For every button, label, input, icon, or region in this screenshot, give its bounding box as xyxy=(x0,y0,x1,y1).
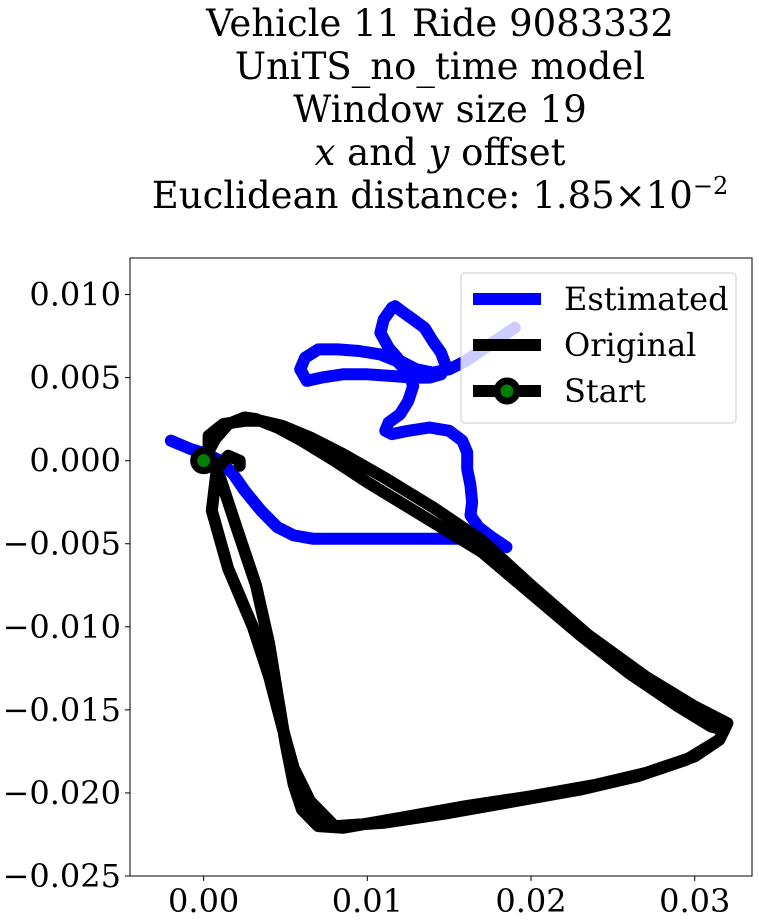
series-line-original xyxy=(197,411,734,834)
series-line-estimated xyxy=(164,300,521,554)
ticks-layer: 0.00 0.01 0.02 0.03 0.010 0.005 0.000 −0.005 −0.… xyxy=(3,276,731,920)
title-offset-word: offset xyxy=(449,131,566,174)
title-line-distance: Euclidean distance: 1.85×10−2 xyxy=(80,174,759,217)
y-tick-label: −0.015 xyxy=(3,691,121,729)
start-marker xyxy=(190,447,218,475)
title-line-1: Vehicle 11 Ride 9083332 xyxy=(206,2,674,45)
title-line-3: Window size 19 xyxy=(293,88,587,131)
y-tick-label: −0.025 xyxy=(3,857,121,895)
series-layer xyxy=(164,300,734,834)
legend-label-original: Original xyxy=(564,326,696,364)
legend-label-estimated: Estimated xyxy=(564,280,729,318)
title-line-offset: x and y offset xyxy=(80,131,759,174)
title-var-y: y xyxy=(428,131,450,174)
legend-start-marker xyxy=(493,377,521,405)
y-tick-label: 0.010 xyxy=(29,276,121,314)
y-tick-label: 0.005 xyxy=(29,359,121,397)
title-distance-exponent: −2 xyxy=(692,172,729,200)
chart-title: Vehicle 11 Ride 9083332 UniTS_no_time mo… xyxy=(0,0,759,240)
title-line-2: UniTS_no_time model xyxy=(234,45,646,88)
title-distance-label: Euclidean distance: xyxy=(151,174,533,217)
title-distance-mantissa: 1.85 xyxy=(532,174,615,217)
y-tick-label: −0.005 xyxy=(3,525,121,563)
axes-frame xyxy=(129,257,753,877)
y-tick-label: 0.000 xyxy=(29,442,121,480)
x-tick-label: 0.03 xyxy=(659,882,730,920)
title-distance-base: 10 xyxy=(645,174,693,217)
y-tick-label: −0.020 xyxy=(3,774,121,812)
title-var-x: x xyxy=(314,131,336,174)
x-tick-label: 0.02 xyxy=(495,882,566,920)
x-tick-label: 0.01 xyxy=(332,882,403,920)
legend-label-start: Start xyxy=(564,372,646,410)
title-and: and xyxy=(335,131,429,174)
x-tick-label: 0.00 xyxy=(168,882,239,920)
y-tick-label: −0.010 xyxy=(3,608,121,646)
title-distance-times: × xyxy=(614,174,646,217)
legend: Estimated Original Start xyxy=(460,272,737,424)
